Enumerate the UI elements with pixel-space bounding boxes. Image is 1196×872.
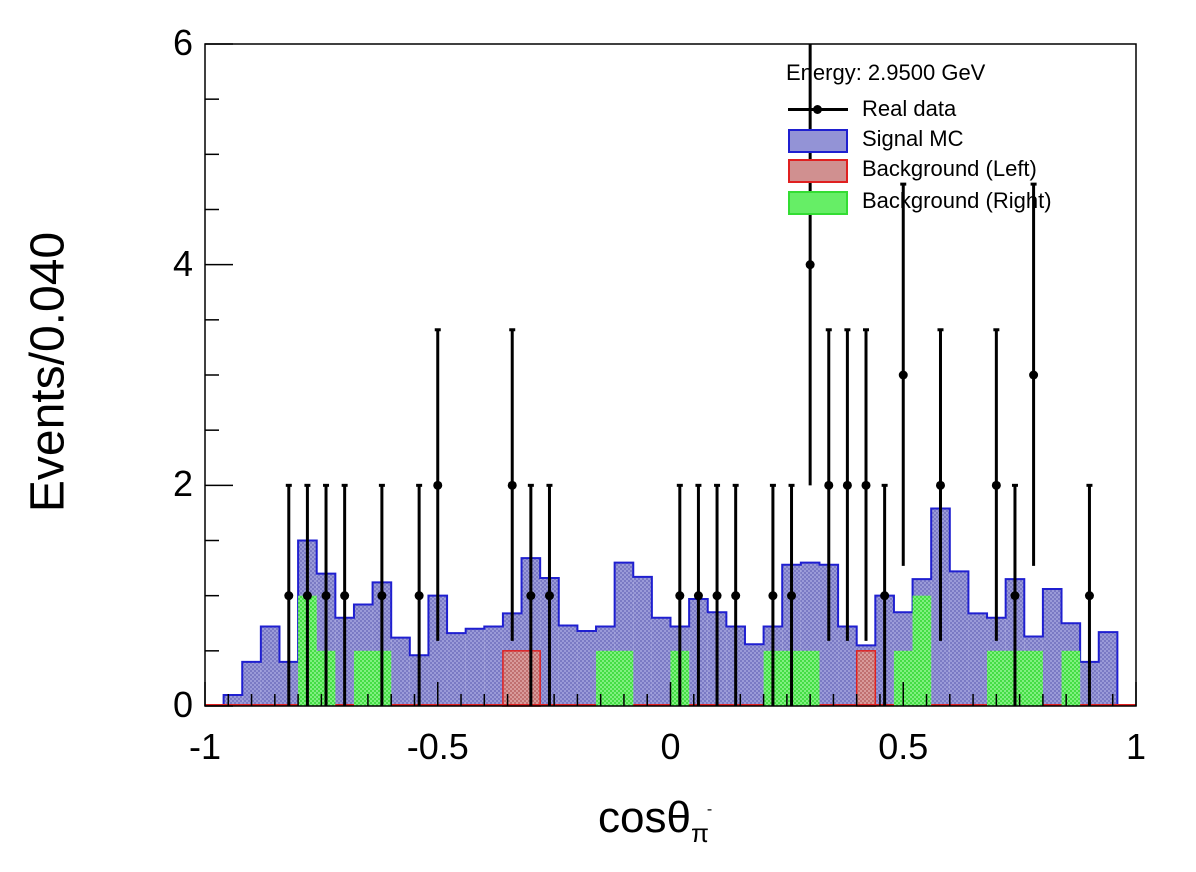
legend-label-bkg-right: Background (Right): [862, 188, 1052, 213]
y-tick-label: 0: [172, 684, 193, 725]
real-data-series: [284, 44, 1094, 706]
data-point: [861, 480, 871, 490]
legend-swatch-bkg-right: [788, 191, 848, 215]
data-point: [768, 591, 778, 601]
data-point: [1029, 370, 1039, 380]
signal-mc-bar: [484, 626, 503, 706]
data-point: [507, 480, 517, 490]
data-point: [1084, 591, 1094, 601]
signal-mc-bar: [577, 630, 597, 706]
y-axis-label: Events/0.040: [21, 231, 75, 513]
x-tick-label: 0: [660, 726, 681, 767]
signal-mc-bar: [260, 626, 280, 706]
x-axis-label-sup: -: [706, 801, 713, 818]
x-tick-label: -1: [188, 726, 222, 767]
signal-mc-bar: [223, 694, 243, 706]
data-point: [433, 480, 443, 490]
data-point: [991, 480, 1001, 490]
signal-mc-bar: [633, 576, 652, 706]
signal-mc-bar: [1042, 589, 1062, 706]
x-axis-label-sub: π: [690, 818, 709, 848]
data-point: [693, 591, 703, 601]
y-tick-label: 4: [172, 242, 193, 284]
data-point: [880, 591, 890, 601]
x-axis-label-main: cosθ: [598, 793, 691, 842]
data-point: [675, 591, 685, 601]
data-point: [526, 591, 536, 601]
data-point: [284, 591, 294, 601]
signal-mc-bar: [949, 571, 969, 706]
background-right-bar: [987, 650, 1006, 706]
data-point: [1010, 591, 1020, 601]
data-point: [935, 480, 945, 490]
background-right-bar: [353, 650, 392, 706]
legend-label-signal-mc: Signal MC: [862, 126, 964, 151]
y-tick-label: 2: [172, 463, 193, 505]
signal-mc-bar: [558, 625, 578, 706]
signal-mc-bar: [651, 617, 671, 706]
x-tick-label: 1: [1125, 726, 1147, 767]
data-point: [340, 591, 350, 601]
legend-swatch-signal: [788, 129, 848, 153]
data-point: [321, 591, 331, 601]
background-right-bar: [596, 650, 634, 706]
data-point: [377, 591, 387, 601]
data-point: [302, 591, 312, 601]
signal-mc-bar: [968, 613, 988, 706]
signal-mc-bar: [465, 628, 485, 706]
background-left-bar: [855, 650, 877, 707]
x-tick-label: 0.5: [878, 726, 929, 767]
data-point: [731, 591, 741, 601]
signal-mc-bar: [838, 626, 857, 706]
background-left-bar: [502, 650, 541, 707]
legend-swatch-bkg-left: [788, 159, 848, 183]
signal-mc-bar: [428, 595, 448, 706]
data-point: [824, 480, 834, 490]
x-tick-label: -0.5: [406, 726, 469, 767]
signal-mc-bar: [744, 644, 764, 706]
background-right-bar: [893, 650, 913, 706]
data-point: [898, 370, 908, 380]
data-point: [787, 591, 797, 601]
signal-mc-bar: [391, 637, 410, 706]
data-point: [414, 591, 424, 601]
y-tick-label: 6: [172, 22, 193, 63]
legend-title: Energy: 2.9500 GeV: [786, 60, 986, 85]
signal-mc-outline: [222, 507, 1119, 706]
data-point: [805, 260, 815, 270]
legend-marker-dot: [813, 105, 822, 114]
legend-label-bkg-left: Background (Left): [862, 156, 1037, 181]
axes-frame: [204, 43, 1137, 707]
background-right-bar: [912, 595, 932, 706]
signal-mc-bar: [447, 633, 466, 706]
signal-mc-bar: [1098, 632, 1118, 706]
data-point: [712, 591, 722, 601]
signal-mc-bar: [242, 661, 261, 706]
background-right-bar: [1061, 650, 1081, 706]
data-point: [544, 591, 554, 601]
data-point: [842, 480, 852, 490]
x-axis-label: cosθπ-: [598, 793, 712, 849]
legend-label-real-data: Real data: [862, 96, 957, 121]
background-right-bar: [1005, 650, 1043, 706]
